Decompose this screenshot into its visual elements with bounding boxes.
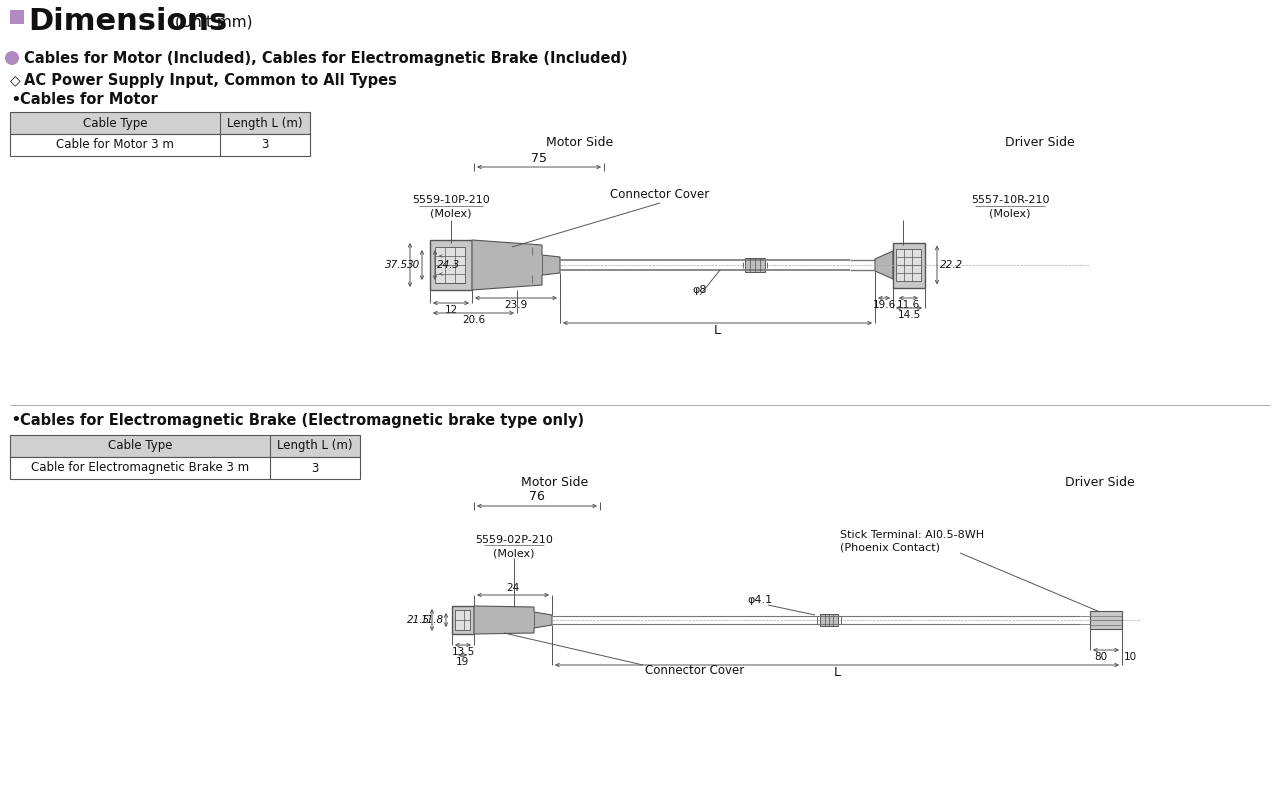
Text: 13.5: 13.5 [452, 647, 475, 657]
Bar [435, 247, 465, 283]
Text: (Molex): (Molex) [989, 209, 1030, 219]
Text: 37.5: 37.5 [385, 260, 408, 270]
Text: Motor Side: Motor Side [521, 476, 589, 490]
Text: •: • [10, 91, 20, 109]
Circle shape [5, 51, 19, 65]
Text: Driver Side: Driver Side [1005, 137, 1075, 149]
Text: Cable for Motor 3 m: Cable for Motor 3 m [56, 138, 174, 152]
Text: Cable for Electromagnetic Brake 3 m: Cable for Electromagnetic Brake 3 m [31, 462, 250, 475]
Text: 75: 75 [531, 153, 547, 165]
Text: Dimensions: Dimensions [28, 7, 228, 37]
Text: 24: 24 [507, 583, 520, 593]
Text: 14.5: 14.5 [897, 310, 920, 320]
Text: Length L (m): Length L (m) [228, 117, 303, 130]
Text: L: L [714, 324, 721, 336]
Text: •: • [10, 411, 20, 429]
Bar [454, 610, 470, 630]
Text: 11.8: 11.8 [421, 615, 444, 625]
Text: 24.3: 24.3 [436, 260, 460, 270]
Bar [10, 134, 310, 156]
Text: 23.9: 23.9 [504, 300, 527, 310]
Text: 21.5: 21.5 [407, 615, 430, 625]
Text: 76: 76 [529, 491, 545, 503]
Bar [10, 457, 360, 479]
Text: ◇: ◇ [10, 73, 20, 87]
Bar [430, 240, 472, 290]
Bar [10, 10, 24, 24]
Text: φ4.1: φ4.1 [748, 595, 773, 605]
Text: Driver Side: Driver Side [1065, 476, 1135, 490]
Bar [893, 242, 925, 288]
Polygon shape [472, 240, 561, 290]
Bar [745, 258, 765, 272]
Text: (Molex): (Molex) [493, 548, 535, 558]
Text: Cable Type: Cable Type [108, 440, 173, 452]
Text: (Unit mm): (Unit mm) [175, 14, 252, 29]
Text: Connector Cover: Connector Cover [645, 664, 744, 677]
Text: 12: 12 [444, 305, 458, 315]
Text: 19.6: 19.6 [873, 300, 896, 310]
Text: 80: 80 [1094, 652, 1107, 662]
Text: 30: 30 [407, 260, 420, 270]
Bar [10, 112, 310, 134]
Polygon shape [474, 606, 552, 634]
Bar [1091, 611, 1123, 629]
Text: Cables for Motor (Included), Cables for Electromagnetic Brake (Included): Cables for Motor (Included), Cables for … [24, 51, 627, 65]
Text: Stick Terminal: AI0.5-8WH: Stick Terminal: AI0.5-8WH [840, 530, 984, 540]
Text: L: L [833, 665, 841, 678]
Text: 22.2: 22.2 [940, 260, 963, 270]
Text: 5557-10R-210: 5557-10R-210 [970, 195, 1050, 205]
Bar [896, 249, 922, 281]
Bar [10, 435, 360, 457]
Text: 3: 3 [311, 462, 319, 475]
Bar [452, 606, 474, 634]
Bar [820, 614, 838, 626]
Text: Cables for Motor: Cables for Motor [20, 92, 157, 107]
Text: Cables for Electromagnetic Brake (Electromagnetic brake type only): Cables for Electromagnetic Brake (Electr… [20, 413, 584, 428]
Text: (Molex): (Molex) [430, 209, 472, 219]
Text: Cable Type: Cable Type [83, 117, 147, 130]
Text: 11.6: 11.6 [897, 300, 920, 310]
Text: φ8: φ8 [692, 285, 708, 295]
Text: Motor Side: Motor Side [547, 137, 613, 149]
Text: 20.6: 20.6 [462, 315, 485, 325]
Text: (Phoenix Contact): (Phoenix Contact) [840, 542, 940, 552]
Text: 5559-10P-210: 5559-10P-210 [412, 195, 490, 205]
Text: AC Power Supply Input, Common to All Types: AC Power Supply Input, Common to All Typ… [24, 72, 397, 87]
Text: 3: 3 [261, 138, 269, 152]
Text: Length L (m): Length L (m) [278, 440, 353, 452]
Polygon shape [876, 251, 893, 279]
Text: Connector Cover: Connector Cover [611, 188, 709, 201]
Text: 19: 19 [456, 657, 470, 667]
Text: 5559-02P-210: 5559-02P-210 [475, 535, 553, 545]
Text: 10: 10 [1124, 652, 1137, 662]
